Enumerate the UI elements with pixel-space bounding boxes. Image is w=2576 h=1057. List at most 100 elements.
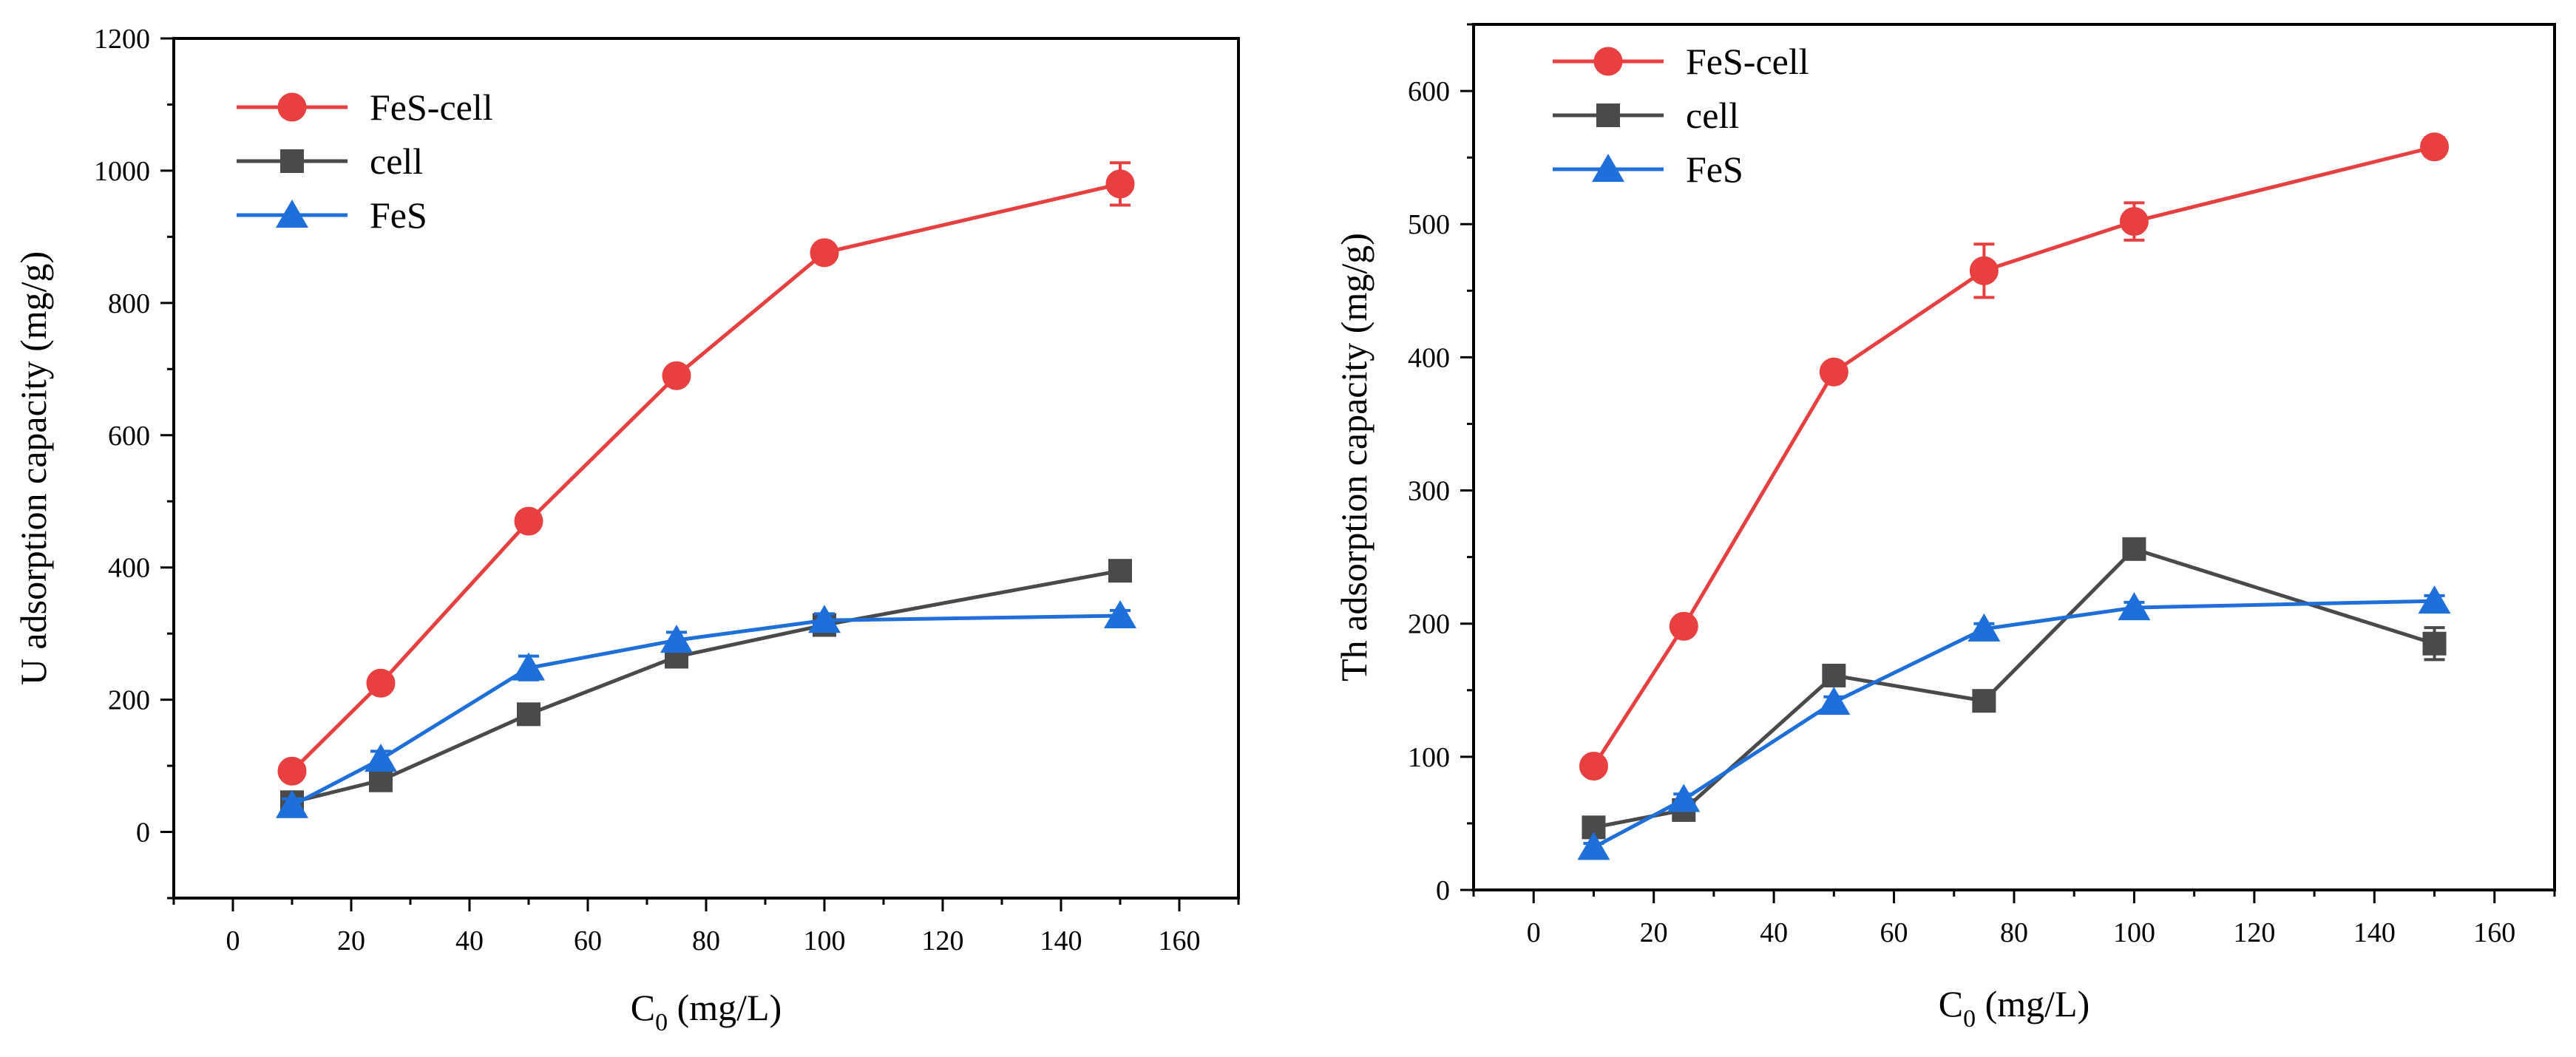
y-tick-label: 200 — [108, 685, 150, 716]
legend-label-fes: FeS — [1686, 149, 1743, 190]
cell-point — [2122, 537, 2146, 561]
fes-cell-point — [1669, 611, 1698, 641]
y-axis-title: U adsorption capacity (mg/g) — [13, 251, 54, 685]
y-tick-label: 0 — [136, 818, 150, 849]
fes-point — [365, 744, 397, 772]
legend-item-cell: cell — [237, 140, 423, 182]
x-tick-label: 40 — [1760, 917, 1788, 948]
x-tick-label: 100 — [804, 925, 846, 956]
legend-marker-fes — [1592, 154, 1624, 182]
legend-label-fes: FeS — [370, 194, 427, 236]
plot-frame — [1472, 23, 2556, 891]
x-axis-title: C0 (mg/L) — [631, 987, 782, 1036]
y-tick-label: 400 — [1408, 342, 1450, 373]
legend-item-cell: cell — [1553, 95, 1739, 136]
legend-label-fes-cell: FeS-cell — [370, 86, 493, 128]
x-axis-title-subscript: 0 — [1963, 1005, 1976, 1033]
legend-item-fes-cell: FeS-cell — [237, 86, 493, 128]
y-tick-label: 1000 — [94, 156, 150, 187]
x-tick-label: 40 — [455, 925, 484, 956]
fes-line — [1593, 599, 2435, 849]
fes-point — [1817, 686, 1851, 715]
legend-item-fes-cell: FeS-cell — [1553, 41, 1809, 82]
legend-label-cell: cell — [370, 140, 423, 182]
x-tick-label: 80 — [2000, 917, 2028, 948]
fes-point — [660, 625, 693, 653]
cell-point — [517, 702, 540, 727]
x-tick-label: 120 — [2233, 917, 2275, 948]
x-tick-label: 20 — [337, 925, 365, 956]
x-tick-label: 160 — [2473, 917, 2515, 948]
fes-cell-point — [2420, 132, 2450, 162]
fes-cell-point — [1819, 357, 1848, 387]
plot-frame — [172, 37, 1240, 900]
x-tick-label: 0 — [1527, 917, 1541, 948]
fes-point — [512, 652, 545, 681]
x-tick-label: 0 — [226, 925, 240, 956]
th-adsorption-chart: 0 20 40 60 80 100 120 140 160 0 100 200 300 400 500 600… — [1333, 23, 2556, 1033]
x-tick-label: 60 — [1880, 917, 1908, 948]
cell-point — [1822, 663, 1846, 687]
fes-point — [2418, 585, 2451, 614]
legend: FeS-cell cell FeS — [237, 86, 493, 236]
fes-line — [291, 614, 1121, 807]
cell-line — [1593, 546, 2436, 829]
cell-point — [369, 768, 393, 792]
y-tick-label: 1200 — [94, 24, 150, 55]
fes-cell-point — [1969, 256, 1999, 285]
legend-item-fes: FeS — [237, 194, 427, 236]
legend-marker-fes — [276, 200, 308, 228]
x-axis-title-main: C — [631, 987, 655, 1028]
fes-cell-line — [1592, 145, 2436, 767]
y-tick-label: 500 — [1408, 209, 1450, 240]
legend-label-cell: cell — [1686, 95, 1739, 136]
legend-label-fes-cell: FeS-cell — [1686, 41, 1809, 82]
x-tick-label: 100 — [2113, 917, 2155, 948]
x-axis-title-subscript: 0 — [655, 1009, 668, 1036]
y-tick-label: 300 — [1408, 476, 1450, 507]
y-tick-label: 800 — [108, 288, 150, 319]
cell-point — [1972, 689, 1996, 713]
fes-point — [2118, 592, 2151, 621]
fes-point — [1967, 613, 2001, 642]
x-tick-label: 140 — [1040, 925, 1082, 956]
cell-line — [291, 568, 1121, 804]
y-axis-title: Th adsorption capacity (mg/g) — [1333, 233, 1375, 682]
x-tick-label: 80 — [692, 925, 720, 956]
fes-cell-line — [291, 182, 1121, 773]
legend: FeS-cell cell FeS — [1553, 41, 1809, 190]
u-adsorption-chart: 0 20 40 60 80 100 120 140 160 0 200 400 600 800 1000 12… — [13, 24, 1240, 1036]
legend-item-fes: FeS — [1553, 149, 1743, 190]
cell-point — [2422, 631, 2447, 656]
y-tick-label: 0 — [1436, 875, 1450, 906]
x-axis-title-main: C — [1939, 983, 1963, 1024]
x-tick-label: 140 — [2353, 917, 2396, 948]
fes-point — [1667, 784, 1701, 812]
y-tick-label: 200 — [1408, 609, 1450, 640]
y-tick-label: 400 — [108, 553, 150, 584]
fes-point — [276, 789, 308, 818]
legend-marker-fes-cell — [277, 92, 307, 122]
fes-cell-point — [514, 506, 543, 536]
x-tick-label: 120 — [922, 925, 964, 956]
y-tick-label: 600 — [1408, 76, 1450, 107]
legend-marker-cell — [1596, 103, 1620, 127]
x-axis-title: C0 (mg/L) — [1939, 983, 2090, 1033]
fes-point — [1577, 832, 1610, 860]
x-tick-label: 20 — [1640, 917, 1668, 948]
fes-cell-point — [662, 361, 691, 390]
x-axis-title-unit: (mg/L) — [1976, 983, 2089, 1024]
fes-cell-point — [2119, 207, 2149, 237]
cell-point — [1108, 559, 1132, 583]
fes-point — [808, 605, 841, 633]
legend-marker-fes-cell — [1593, 47, 1623, 76]
fes-cell-point — [810, 238, 839, 268]
legend-marker-cell — [280, 149, 304, 173]
fes-cell-point — [366, 668, 396, 698]
fes-cell-point — [1579, 751, 1608, 781]
fes-cell-point — [277, 756, 307, 786]
fes-point — [1104, 599, 1136, 628]
fes-cell-point — [1105, 169, 1135, 199]
y-tick-label: 600 — [108, 421, 150, 452]
